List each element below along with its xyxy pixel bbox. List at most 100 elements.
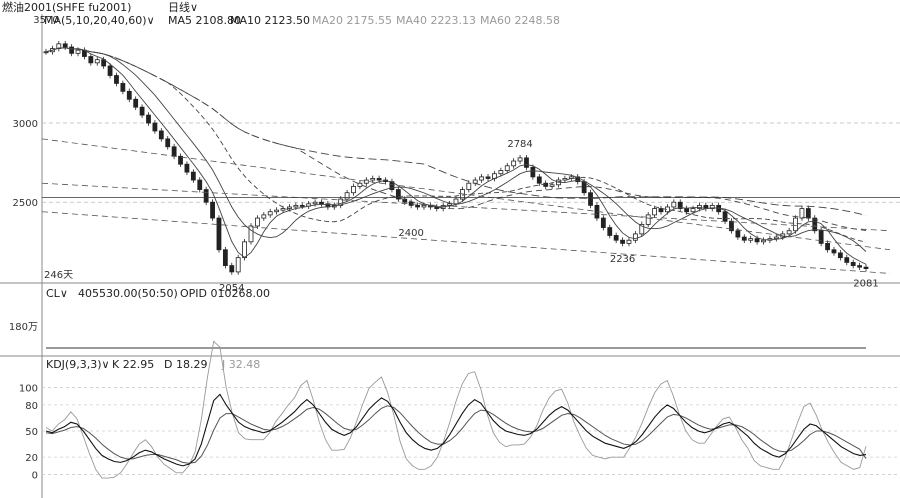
candle-body (453, 198, 459, 205)
days-label: 246天 (44, 270, 73, 281)
candle-body (235, 257, 241, 273)
candle-body (152, 122, 158, 132)
candle-body (376, 178, 382, 181)
kdj-j-value: J 32.48 (222, 358, 261, 371)
candle-body (504, 165, 510, 171)
candle-body (524, 157, 529, 168)
price-annotation: 2400 (398, 228, 423, 239)
kdj-d-value: D 18.29 (164, 358, 208, 371)
candle-body (460, 189, 465, 200)
candle-body (485, 176, 491, 179)
candle-body (825, 243, 830, 251)
candle-body (863, 266, 869, 269)
price-annotation: 2784 (507, 139, 532, 150)
candle-body (216, 217, 222, 251)
candle-body (530, 166, 536, 178)
oi-title[interactable]: CL∨ (46, 287, 68, 300)
candle-body (575, 176, 581, 183)
candle-body (805, 208, 811, 219)
candle-body (773, 236, 779, 240)
candle-body (735, 230, 741, 238)
candle-body (543, 182, 549, 187)
candle-body (351, 185, 356, 194)
kdj-tick-label: 0 (32, 471, 38, 482)
price-annotation: 2054 (219, 283, 244, 294)
ma5-value: MA5 2108.80 (168, 14, 241, 27)
candle-body (293, 204, 299, 208)
candle-body (536, 176, 542, 184)
candle-body (158, 130, 164, 140)
symbol-label[interactable]: 燃油2001(SHFE fu2001) (2, 1, 132, 14)
kdj-k-line (45, 393, 867, 467)
ma10-line (45, 47, 867, 252)
candle-body (133, 98, 139, 108)
candle-body (184, 163, 190, 173)
candle-body (626, 239, 632, 244)
price-panel: 3000 2500 3570 2054 2400 2784 2236 2081 246天 (13, 15, 900, 294)
chevron-down-icon: ∨ (101, 358, 110, 371)
trend-line (41, 138, 891, 251)
candle-body (600, 217, 606, 228)
candle-body (434, 206, 440, 209)
period-label: 日线 (168, 1, 190, 14)
kdj-tick-label: 20 (25, 453, 38, 464)
candle-body (178, 155, 183, 165)
candle-body (222, 249, 228, 266)
candle-body (171, 146, 177, 157)
open-interest-panel: 180万 (9, 322, 866, 349)
candle-body (844, 257, 850, 263)
ma60-line (45, 47, 867, 216)
candle-body (684, 208, 690, 213)
candle-body (447, 203, 452, 206)
candle-body (248, 225, 254, 243)
candle-body (197, 179, 203, 190)
chevron-down-icon: ∨ (146, 14, 155, 27)
kdj-panel: 100 80 50 20 0 (19, 340, 900, 482)
candle-body (677, 201, 683, 209)
price-annotation: 2236 (610, 254, 635, 265)
candle-body (146, 114, 151, 124)
candle-body (652, 208, 657, 216)
candle-body (421, 204, 427, 208)
ma-params[interactable]: MA(5,10,20,40,60)∨ (44, 14, 155, 27)
candle-body (799, 208, 805, 219)
candle-body (75, 49, 81, 54)
chevron-down-icon: ∨ (190, 1, 199, 14)
candle-body (741, 236, 747, 241)
candle-body (812, 217, 818, 232)
candle-body (671, 201, 677, 208)
candle-body (261, 214, 267, 219)
candle-body (88, 56, 94, 64)
candle-body (632, 233, 638, 241)
kdj-title[interactable]: KDJ(9,3,3)∨ (46, 358, 110, 371)
candle-body (395, 189, 401, 200)
candle-body (517, 157, 523, 162)
candle-body (338, 198, 344, 206)
ma60-value: MA60 2248.58 (480, 14, 560, 27)
candle-body (479, 176, 485, 181)
kdj-d-line (45, 405, 867, 464)
candle-body (607, 227, 613, 236)
candle-body (312, 201, 318, 205)
candle-body (511, 160, 517, 167)
oi-title-label: CL (46, 287, 60, 300)
price-annotation: 3570 (33, 15, 58, 26)
chevron-down-icon: ∨ (59, 287, 68, 300)
candle-body (255, 217, 260, 227)
candle-body (229, 265, 235, 273)
candle-body (639, 223, 645, 235)
candle-body (793, 217, 798, 232)
candle-body (415, 204, 420, 208)
kdj-j-line (45, 340, 867, 479)
candle-body (94, 59, 100, 64)
candle-body (818, 230, 824, 244)
period-selector[interactable]: 日线∨ (168, 1, 198, 14)
candle-body (549, 184, 555, 187)
candle-body (210, 201, 215, 219)
candle-body (837, 252, 843, 259)
price-annotation: 2081 (853, 279, 878, 290)
candle-body (203, 189, 209, 203)
candle-body (107, 65, 113, 76)
candle-body (242, 241, 247, 259)
